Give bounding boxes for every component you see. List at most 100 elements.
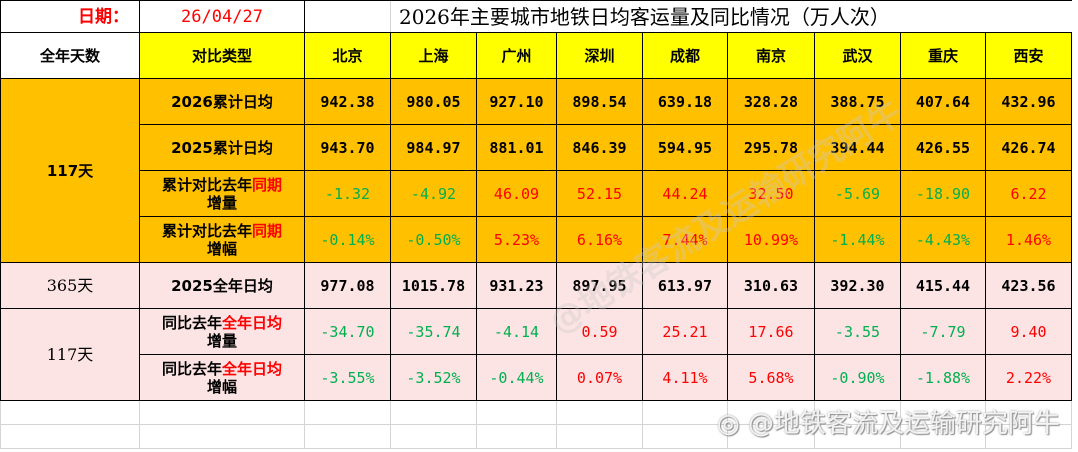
value-cell[interactable]: -0.14% — [304, 216, 391, 263]
date-value[interactable]: 26/04/27 — [139, 0, 305, 33]
value-cell[interactable]: -1.32 — [304, 170, 391, 217]
empty-cell[interactable] — [139, 400, 305, 425]
value-cell[interactable]: -1.44% — [814, 216, 901, 263]
value-cell[interactable]: 32.50 — [727, 170, 815, 217]
empty-cell[interactable] — [814, 400, 901, 425]
value-cell[interactable]: -4.92 — [390, 170, 477, 217]
value-cell[interactable]: 52.15 — [556, 170, 643, 217]
value-cell[interactable]: 25.21 — [642, 308, 728, 355]
empty-cell[interactable] — [642, 400, 728, 425]
empty-cell[interactable] — [985, 424, 1072, 449]
value-cell[interactable]: -4.14 — [476, 308, 557, 355]
value-cell[interactable]: 977.08 — [304, 262, 391, 309]
value-cell[interactable]: 423.56 — [985, 262, 1072, 309]
value-cell[interactable]: 927.10 — [476, 78, 557, 125]
value-cell[interactable]: 17.66 — [727, 308, 815, 355]
empty-cell[interactable] — [476, 400, 557, 425]
empty-cell[interactable] — [727, 400, 815, 425]
empty-cell[interactable] — [0, 424, 140, 449]
value-cell[interactable]: 6.16% — [556, 216, 643, 263]
value-cell[interactable]: 943.70 — [304, 124, 391, 171]
value-cell[interactable]: 846.39 — [556, 124, 643, 171]
value-cell[interactable]: 5.68% — [727, 354, 815, 401]
value-cell[interactable]: 984.97 — [390, 124, 477, 171]
empty-cell[interactable] — [727, 424, 815, 449]
value-cell[interactable]: 394.44 — [814, 124, 901, 171]
value-cell[interactable]: 931.23 — [476, 262, 557, 309]
value-cell[interactable]: 9.40 — [985, 308, 1072, 355]
value-cell[interactable]: 1.46% — [985, 216, 1072, 263]
value-cell[interactable]: 897.95 — [556, 262, 643, 309]
value-cell[interactable]: 7.44% — [642, 216, 728, 263]
empty-cell[interactable] — [642, 424, 728, 449]
value-cell[interactable]: 407.64 — [900, 78, 986, 125]
value-cell[interactable]: -34.70 — [304, 308, 391, 355]
value-cell[interactable]: 980.05 — [390, 78, 477, 125]
value-cell[interactable]: 415.44 — [900, 262, 986, 309]
value-cell[interactable]: -0.44% — [476, 354, 557, 401]
city-header-wuhan: 武汉 — [814, 32, 901, 79]
value-cell[interactable]: -0.90% — [814, 354, 901, 401]
empty-cell[interactable] — [814, 424, 901, 449]
value-cell[interactable]: -4.43% — [900, 216, 986, 263]
empty-cell[interactable] — [139, 424, 305, 449]
value-cell[interactable]: 388.75 — [814, 78, 901, 125]
city-header-shenzhen: 深圳 — [556, 32, 643, 79]
value-cell[interactable]: 594.95 — [642, 124, 728, 171]
value-cell[interactable]: 328.28 — [727, 78, 815, 125]
blank-row — [0, 400, 1072, 425]
value-cell[interactable]: 46.09 — [476, 170, 557, 217]
value-cell[interactable]: -7.79 — [900, 308, 986, 355]
value-cell[interactable]: 310.63 — [727, 262, 815, 309]
value-cell[interactable]: 4.11% — [642, 354, 728, 401]
value-cell[interactable]: 44.24 — [642, 170, 728, 217]
city-header-beijing: 北京 — [304, 32, 391, 79]
value-cell[interactable]: -3.55% — [304, 354, 391, 401]
day-group-label: 117天 — [0, 308, 140, 401]
empty-cell[interactable] — [476, 424, 557, 449]
value-cell[interactable]: 6.22 — [985, 170, 1072, 217]
value-cell[interactable]: 942.38 — [304, 78, 391, 125]
value-cell[interactable]: 426.74 — [985, 124, 1072, 171]
empty-cell[interactable] — [304, 400, 391, 425]
value-cell[interactable]: 10.99% — [727, 216, 815, 263]
table-row: 117天 2026累计日均 942.38 980.05 927.10 898.5… — [0, 78, 1072, 263]
row-label: 2026累计日均 — [139, 78, 305, 125]
empty-cell[interactable] — [556, 400, 643, 425]
value-cell[interactable]: 5.23% — [476, 216, 557, 263]
value-cell[interactable]: 426.55 — [900, 124, 986, 171]
row-label: 2025全年日均 — [139, 262, 305, 309]
value-cell[interactable]: 0.07% — [556, 354, 643, 401]
empty-cell[interactable] — [900, 424, 986, 449]
label-prefix: 累计对比去年 — [161, 221, 252, 240]
value-cell[interactable]: 639.18 — [642, 78, 728, 125]
value-cell[interactable]: -0.50% — [390, 216, 477, 263]
empty-cell[interactable] — [985, 400, 1072, 425]
value-cell[interactable]: 881.01 — [476, 124, 557, 171]
value-cell[interactable]: -5.69 — [814, 170, 901, 217]
empty-cell[interactable] — [304, 424, 391, 449]
value-cell[interactable]: -35.74 — [390, 308, 477, 355]
row-label: 累计对比去年同期 增量 — [139, 170, 305, 217]
value-cell[interactable]: 432.96 — [985, 78, 1072, 125]
empty-cell[interactable] — [390, 424, 477, 449]
empty-cell[interactable] — [900, 400, 986, 425]
value-cell[interactable]: 295.78 — [727, 124, 815, 171]
empty-cell[interactable] — [0, 400, 140, 425]
days-header: 全年天数 — [0, 32, 140, 79]
value-cell[interactable]: -3.52% — [390, 354, 477, 401]
city-header-guangzhou: 广州 — [476, 32, 557, 79]
value-cell[interactable]: 392.30 — [814, 262, 901, 309]
value-cell[interactable]: -1.88% — [900, 354, 986, 401]
value-cell[interactable]: 1015.78 — [390, 262, 477, 309]
value-cell[interactable]: 898.54 — [556, 78, 643, 125]
empty-cell[interactable] — [390, 400, 477, 425]
empty-cell[interactable] — [556, 424, 643, 449]
empty-cell[interactable] — [304, 0, 391, 33]
value-cell[interactable]: 2.22% — [985, 354, 1072, 401]
value-cell[interactable]: 0.59 — [556, 308, 643, 355]
table-row: 2025累计日均 943.70 984.97 881.01 846.39 594… — [1, 124, 1072, 171]
value-cell[interactable]: 613.97 — [642, 262, 728, 309]
value-cell[interactable]: -18.90 — [900, 170, 986, 217]
value-cell[interactable]: -3.55 — [814, 308, 901, 355]
